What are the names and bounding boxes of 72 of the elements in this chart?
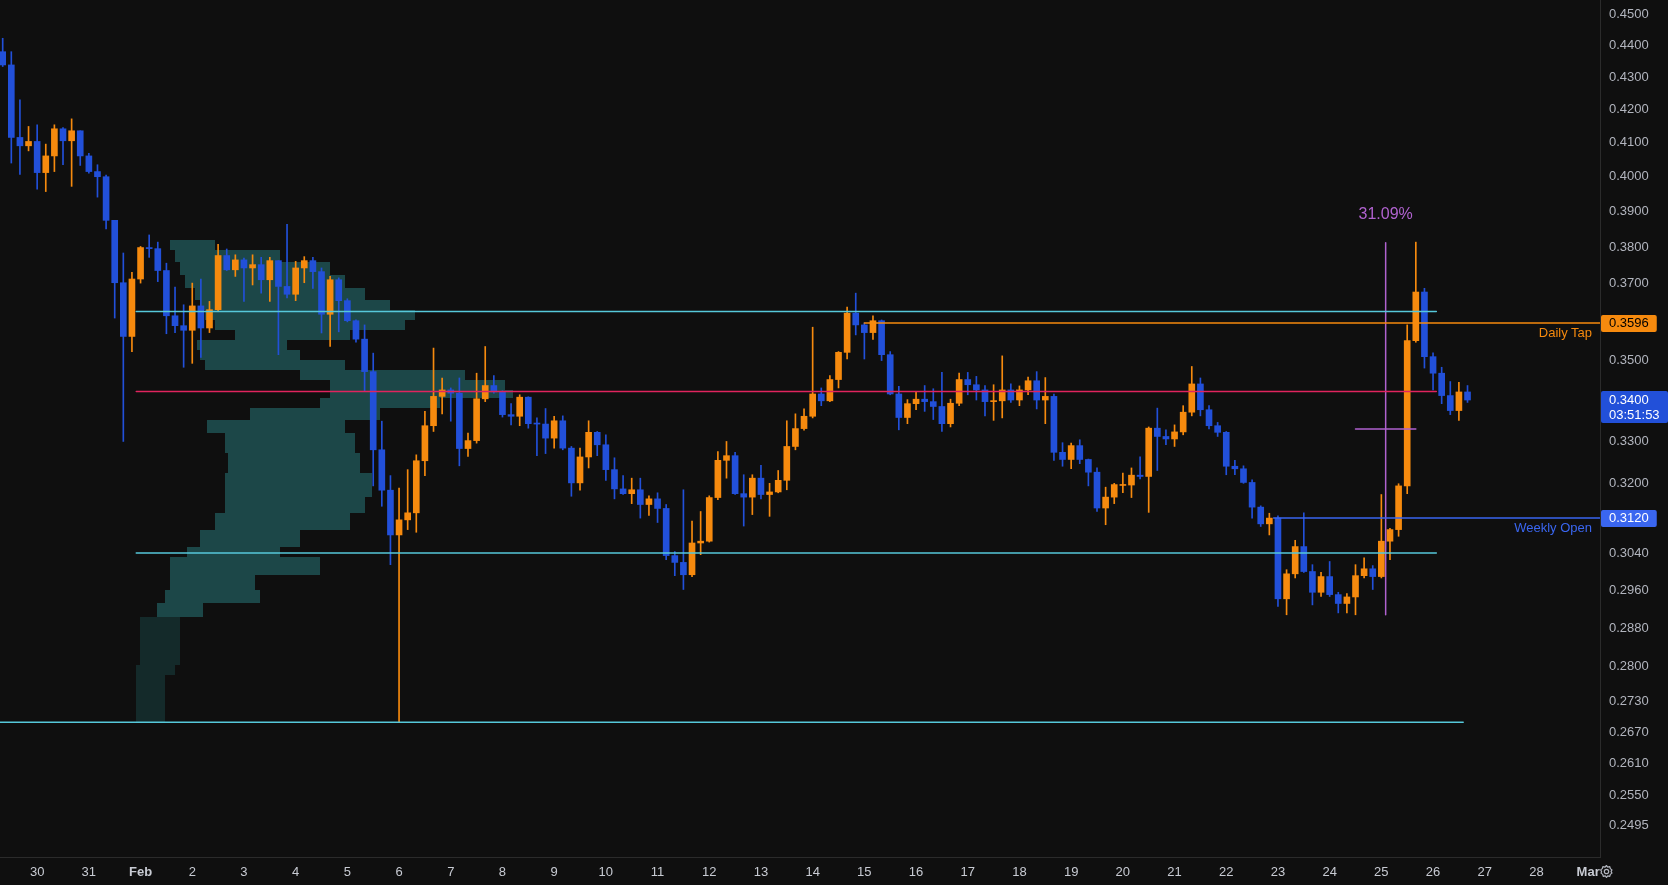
x-tick-label: 10: [598, 864, 614, 880]
x-tick-label: Mar: [1576, 864, 1600, 880]
y-tick-label: 0.4100: [1609, 134, 1649, 150]
y-tick-label: 0.3700: [1609, 275, 1649, 291]
candlestick: [404, 469, 411, 530]
x-tick-label: 27: [1477, 864, 1492, 880]
x-tick-label: 31: [81, 864, 97, 880]
candlestick: [16, 99, 24, 175]
x-tick-label: 9: [550, 864, 558, 880]
x-tick-label: 7: [447, 864, 455, 880]
y-tick-label: 0.4400: [1609, 37, 1649, 53]
x-tick-label: 11: [650, 864, 665, 880]
candlestick: [628, 477, 636, 504]
y-tick-label: 0.4500: [1609, 6, 1649, 22]
candlestick: [998, 355, 1006, 419]
y-tick-label: 0.2880: [1609, 619, 1649, 635]
x-tick-label: 24: [1322, 864, 1337, 880]
x-tick-label: 3: [240, 864, 248, 880]
x-tick-label: 18: [1012, 864, 1027, 880]
x-tick-label: 21: [1167, 864, 1182, 880]
x-tick-label: 28: [1529, 864, 1544, 880]
x-tick-label: 2: [188, 864, 196, 880]
legend-label: Daily Tap: [1538, 325, 1592, 341]
y-tick-label: 0.3900: [1609, 203, 1649, 219]
y-tick-label: 0.3500: [1609, 351, 1649, 367]
y-tick-label: 0.2730: [1609, 693, 1649, 709]
y-tick-label: 0.2960: [1609, 582, 1649, 598]
text: 0.3400 03:51:53: [1609, 391, 1660, 422]
y-tick-label: 0.4200: [1609, 101, 1649, 117]
x-tick-label: 15: [857, 864, 872, 880]
y-tick-label: 0.3200: [1609, 474, 1649, 490]
x-tick-label: 23: [1270, 864, 1286, 880]
y-tick-label: 0.2800: [1609, 658, 1649, 674]
x-tick-label: 4: [292, 864, 300, 880]
candlestick: [481, 346, 489, 402]
y-tick-label: 0.2495: [1609, 816, 1649, 832]
y-tick-label: 0.2550: [1609, 786, 1649, 802]
x-tick-label: 16: [908, 864, 924, 880]
data-label: 0.3120: [1609, 510, 1649, 526]
candlestick: [921, 385, 928, 412]
x-tick-label: 22: [1219, 864, 1234, 880]
annotation: 31.09%: [1358, 205, 1413, 223]
candlestick: [1136, 456, 1144, 480]
x-tick-label: 25: [1374, 864, 1389, 880]
candlestick: [740, 474, 748, 527]
candlestick: [1119, 472, 1127, 494]
x-tick-label: 13: [753, 864, 769, 880]
x-tick-label: 19: [1063, 864, 1079, 880]
x-tick-label: 26: [1425, 864, 1441, 880]
candlestick: [283, 223, 291, 299]
data-label: 0.3596: [1609, 315, 1649, 331]
y-tick-label: 0.3040: [1609, 545, 1649, 561]
y-tick-label: 0.2610: [1609, 754, 1649, 770]
x-tick-label: 17: [960, 864, 975, 880]
candlestick: [929, 388, 937, 420]
x-tick-label: 6: [395, 864, 403, 880]
y-tick-label: 0.4000: [1609, 168, 1649, 184]
candlestick: [507, 403, 515, 426]
x-tick-label: 5: [343, 864, 351, 880]
x-tick-label: 30: [29, 864, 45, 880]
x-tick-label: 20: [1115, 864, 1131, 880]
candlestick: [1153, 407, 1161, 471]
x-tick-label: Feb: [129, 864, 153, 880]
x-tick-label: 8: [498, 864, 507, 880]
y-tick-label: 0.3300: [1609, 432, 1649, 448]
y-tick-label: 0.4300: [1609, 68, 1649, 84]
y-tick-label: 0.3800: [1609, 238, 1649, 254]
candlestick: [1041, 377, 1049, 424]
x-tick-label: 14: [805, 864, 820, 880]
legend-label: Weekly Open: [1514, 520, 1592, 536]
x-tick-label: 12: [702, 864, 717, 880]
y-tick-label: 0.2670: [1609, 723, 1649, 739]
